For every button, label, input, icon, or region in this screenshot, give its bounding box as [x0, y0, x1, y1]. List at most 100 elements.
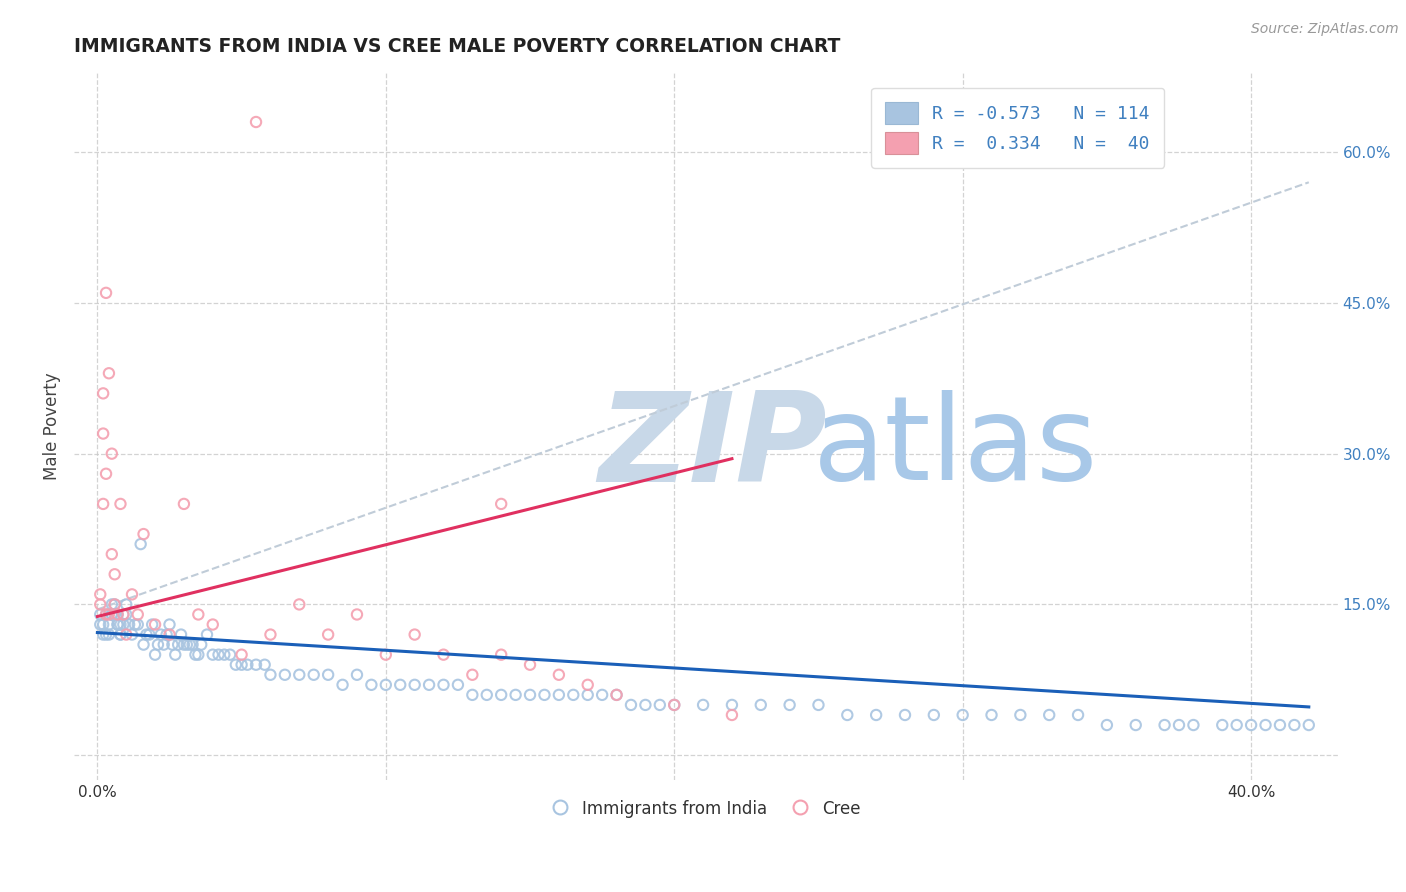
- Point: [94, 607, 117, 622]
- Point: [259, 627, 281, 641]
- Point: [107, 607, 129, 622]
- Point: [1125, 718, 1147, 732]
- Point: [101, 598, 124, 612]
- Point: [533, 688, 555, 702]
- Point: [1182, 718, 1205, 732]
- Point: [159, 627, 181, 641]
- Point: [634, 698, 657, 712]
- Point: [138, 627, 160, 641]
- Y-axis label: Male Poverty: Male Poverty: [44, 372, 60, 480]
- Point: [302, 667, 325, 681]
- Point: [692, 698, 714, 712]
- Point: [94, 607, 117, 622]
- Point: [952, 708, 974, 723]
- Point: [245, 657, 267, 672]
- Point: [159, 617, 181, 632]
- Point: [489, 688, 512, 702]
- Point: [259, 667, 281, 681]
- Point: [124, 617, 146, 632]
- Point: [101, 547, 124, 561]
- Point: [1268, 718, 1291, 732]
- Point: [1211, 718, 1233, 732]
- Point: [91, 426, 114, 441]
- Point: [115, 627, 138, 641]
- Point: [149, 627, 172, 641]
- Point: [97, 617, 120, 632]
- Point: [374, 678, 396, 692]
- Point: [156, 627, 179, 641]
- Point: [97, 627, 120, 641]
- Point: [101, 447, 124, 461]
- Point: [389, 678, 412, 692]
- Point: [141, 617, 163, 632]
- Point: [127, 617, 149, 632]
- Point: [519, 688, 541, 702]
- Point: [179, 638, 201, 652]
- Point: [187, 607, 209, 622]
- Point: [110, 497, 132, 511]
- Point: [181, 638, 204, 652]
- Point: [576, 678, 599, 692]
- Point: [176, 638, 198, 652]
- Point: [91, 627, 114, 641]
- Point: [104, 607, 127, 622]
- Point: [807, 698, 830, 712]
- Point: [562, 688, 585, 702]
- Point: [91, 386, 114, 401]
- Point: [115, 607, 138, 622]
- Point: [104, 598, 127, 612]
- Point: [162, 638, 184, 652]
- Point: [225, 657, 247, 672]
- Point: [107, 617, 129, 632]
- Point: [1298, 718, 1320, 732]
- Point: [980, 708, 1002, 723]
- Point: [360, 678, 382, 692]
- Point: [170, 627, 193, 641]
- Point: [253, 657, 276, 672]
- Point: [89, 587, 111, 601]
- Point: [91, 497, 114, 511]
- Point: [107, 617, 129, 632]
- Point: [606, 688, 628, 702]
- Point: [236, 657, 259, 672]
- Point: [110, 627, 132, 641]
- Point: [121, 627, 143, 641]
- Point: [104, 598, 127, 612]
- Point: [489, 648, 512, 662]
- Point: [316, 627, 339, 641]
- Point: [118, 617, 141, 632]
- Point: [245, 115, 267, 129]
- Point: [1254, 718, 1277, 732]
- Point: [1226, 718, 1249, 732]
- Point: [101, 607, 124, 622]
- Point: [1095, 718, 1118, 732]
- Point: [591, 688, 613, 702]
- Text: ZIP: ZIP: [599, 387, 827, 508]
- Point: [1067, 708, 1090, 723]
- Point: [1038, 708, 1060, 723]
- Point: [374, 648, 396, 662]
- Point: [346, 667, 368, 681]
- Point: [404, 627, 426, 641]
- Point: [97, 607, 120, 622]
- Text: IMMIGRANTS FROM INDIA VS CREE MALE POVERTY CORRELATION CHART: IMMIGRANTS FROM INDIA VS CREE MALE POVER…: [75, 37, 841, 56]
- Point: [94, 627, 117, 641]
- Point: [749, 698, 772, 712]
- Point: [288, 598, 311, 612]
- Point: [214, 648, 236, 662]
- Point: [576, 688, 599, 702]
- Point: [547, 688, 569, 702]
- Point: [112, 617, 135, 632]
- Point: [143, 648, 166, 662]
- Point: [837, 708, 859, 723]
- Point: [110, 627, 132, 641]
- Point: [167, 638, 190, 652]
- Point: [112, 607, 135, 622]
- Point: [201, 617, 224, 632]
- Point: [475, 688, 498, 702]
- Point: [1240, 718, 1263, 732]
- Point: [316, 667, 339, 681]
- Point: [135, 627, 157, 641]
- Point: [432, 678, 454, 692]
- Point: [332, 678, 354, 692]
